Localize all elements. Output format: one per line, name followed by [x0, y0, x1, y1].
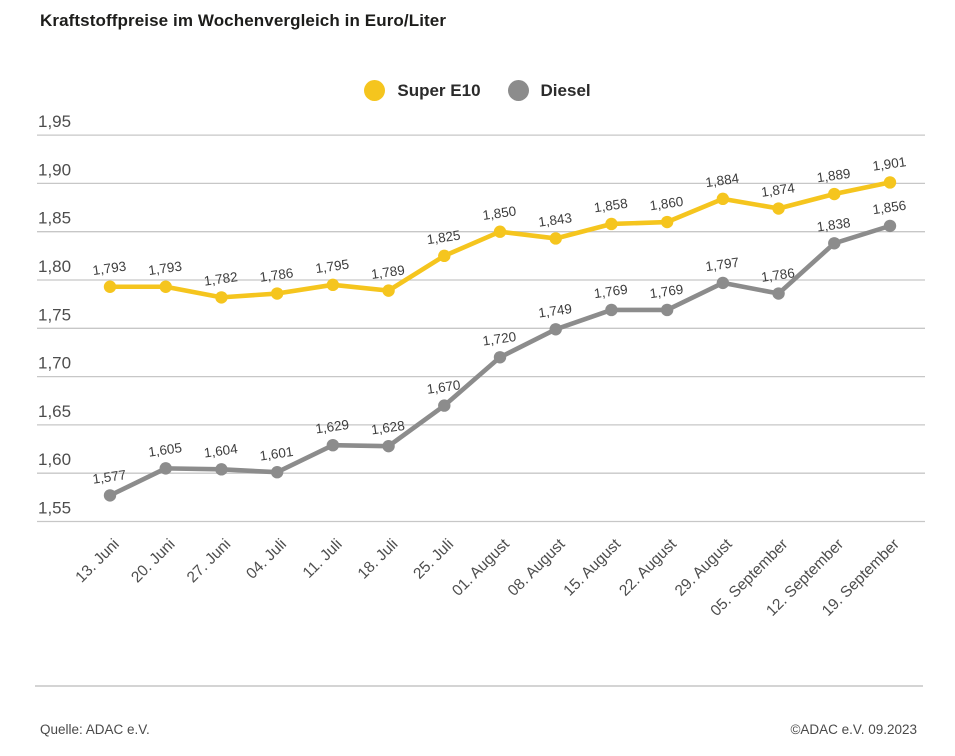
data-point [716, 192, 730, 206]
data-point-value-label: 1,604 [203, 441, 239, 461]
x-axis-tick-label: 04. Juli [243, 536, 290, 583]
footer-divider [35, 685, 923, 687]
y-axis-tick-label: 1,95 [38, 112, 71, 131]
data-point-value-label: 1,889 [816, 166, 852, 186]
data-point [660, 303, 674, 317]
super-e10-dot-icon [364, 80, 386, 101]
page-title: Kraftstoffpreise im Wochenvergleich in E… [40, 11, 447, 30]
legend-item-diesel: Diesel [507, 80, 591, 101]
x-axis-tick-label: 18. Juli [355, 536, 402, 583]
data-point [159, 462, 172, 475]
data-point [549, 323, 562, 336]
y-axis-tick-label: 1,75 [38, 305, 71, 324]
data-point-value-label: 1,850 [482, 203, 518, 223]
x-axis-tick-label: 13. Juni [72, 536, 122, 586]
x-axis-tick-label: 27. Juni [184, 536, 234, 586]
x-axis-tick-label: 25. Juli [410, 536, 457, 583]
data-point [215, 291, 228, 304]
data-point-value-label: 1,720 [482, 329, 518, 349]
data-point-value-label: 1,795 [314, 257, 350, 277]
data-point [438, 249, 451, 263]
data-point [493, 351, 507, 364]
data-point-value-label: 1,793 [147, 259, 183, 279]
data-point [382, 439, 395, 453]
data-point [883, 219, 897, 233]
y-axis-tick-label: 1,85 [38, 209, 71, 228]
data-point-value-label: 1,605 [147, 440, 183, 460]
data-point-value-label: 1,629 [314, 417, 350, 437]
data-point-value-label: 1,786 [760, 265, 796, 285]
data-point-value-label: 1,782 [203, 269, 239, 289]
diesel-dot-icon [507, 80, 529, 101]
data-point-value-label: 1,670 [426, 377, 462, 397]
x-axis-tick-label: 11. Juli [300, 536, 346, 582]
data-point [605, 303, 618, 317]
data-point [716, 276, 730, 290]
source-text: Quelle: ADAC e.V. [40, 722, 150, 737]
data-point-value-label: 1,874 [760, 180, 796, 200]
data-point [772, 287, 785, 300]
x-axis-tick-label: 22. August [616, 535, 680, 599]
data-point-value-label: 1,786 [259, 265, 295, 285]
data-point [438, 399, 451, 412]
chart-legend: Super E10 Diesel [0, 80, 955, 101]
data-point [382, 284, 395, 297]
data-point [103, 280, 117, 293]
x-axis-tick-label: 01. August [449, 535, 513, 599]
data-point-value-label: 1,884 [704, 171, 740, 191]
data-point-value-label: 1,901 [872, 154, 908, 174]
x-axis-tick-label: 15. August [560, 535, 624, 599]
data-point-value-label: 1,628 [370, 418, 406, 438]
data-point [270, 466, 284, 479]
data-point [549, 232, 562, 245]
y-axis-tick-label: 1,90 [38, 160, 71, 179]
data-point [270, 287, 284, 300]
y-axis-tick-label: 1,70 [38, 354, 71, 373]
data-point-value-label: 1,825 [426, 228, 462, 248]
data-point [660, 215, 674, 229]
y-axis-tick-label: 1,60 [38, 450, 71, 469]
data-point [605, 217, 618, 231]
data-point [883, 176, 897, 189]
data-point-value-label: 1,838 [816, 215, 852, 235]
data-point [828, 237, 841, 250]
data-point [828, 187, 841, 201]
y-axis-tick-label: 1,65 [38, 402, 71, 421]
data-point-value-label: 1,769 [649, 282, 685, 302]
data-point [326, 278, 340, 292]
data-point [493, 225, 507, 238]
data-point [326, 438, 340, 452]
data-point-value-label: 1,860 [649, 194, 685, 214]
data-point-value-label: 1,769 [593, 282, 629, 302]
data-point [159, 280, 172, 293]
x-axis-tick-label: 20. Juni [128, 536, 178, 586]
data-point-value-label: 1,601 [259, 444, 295, 464]
x-axis-tick-label: 08. August [505, 535, 569, 599]
data-point-value-label: 1,789 [370, 262, 406, 282]
y-axis-tick-label: 1,80 [38, 257, 71, 276]
data-point-value-label: 1,793 [92, 259, 128, 279]
data-point-value-label: 1,856 [872, 198, 908, 218]
legend-label-diesel: Diesel [540, 80, 591, 100]
data-point-value-label: 1,749 [537, 301, 573, 321]
data-point-value-label: 1,797 [704, 255, 740, 275]
data-point [772, 202, 785, 215]
data-point [215, 463, 228, 476]
footer: Quelle: ADAC e.V. ©ADAC e.V. 09.2023 [40, 722, 917, 737]
legend-item-super-e10: Super E10 [364, 80, 481, 101]
y-axis-tick-label: 1,55 [38, 499, 71, 518]
copyright-text: ©ADAC e.V. 09.2023 [790, 722, 917, 737]
data-point-value-label: 1,858 [593, 196, 629, 216]
data-point-value-label: 1,843 [537, 210, 573, 230]
data-point [103, 489, 117, 502]
legend-label-super-e10: Super E10 [397, 80, 481, 100]
data-point-value-label: 1,577 [92, 467, 128, 487]
